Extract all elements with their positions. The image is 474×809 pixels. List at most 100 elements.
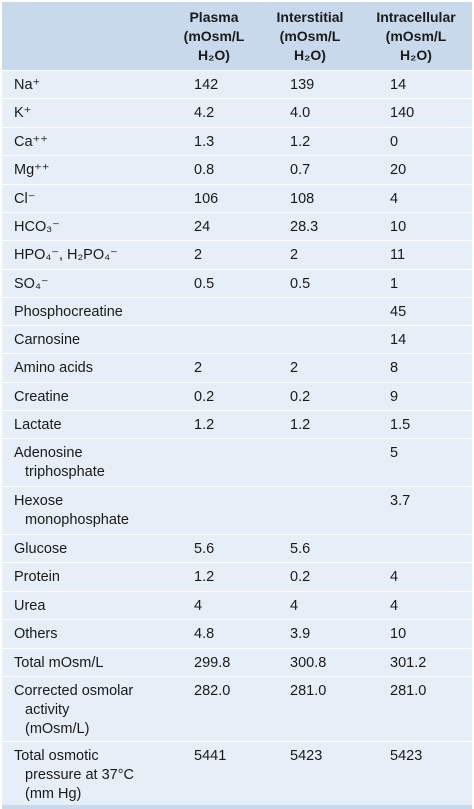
- row-label: Lactate: [14, 417, 62, 433]
- cell-intracellular: 45: [390, 304, 407, 320]
- cell-plasma: 5.6: [194, 541, 215, 557]
- row-label: Ca⁺⁺: [14, 134, 48, 150]
- header-interstitial: Interstitial (mOsm/L H₂O): [276, 9, 344, 63]
- table-row: Total osmotic pressure at 37°C (mm Hg) 5441…: [2, 741, 472, 809]
- cell-intracellular: 11: [390, 247, 406, 263]
- cell-intracellular: 1.5: [390, 417, 411, 433]
- cell-plasma: 106: [194, 191, 219, 207]
- row-label: SO₄⁻: [14, 276, 49, 292]
- table-row: Creatine 0.2 0.2 9: [2, 382, 472, 410]
- cell-interstitial: 300.8: [290, 655, 327, 671]
- cell-interstitial: 2: [290, 360, 299, 376]
- cell-plasma: 1.2: [194, 569, 215, 585]
- cell-intracellular: 140: [390, 105, 415, 121]
- row-label: Glucose: [14, 541, 68, 557]
- cell-plasma: 0.8: [194, 162, 215, 178]
- table-header: Plasma (mOsm/L H₂O) Interstitial (mOsm/L…: [2, 2, 472, 70]
- cell-intracellular: 20: [390, 162, 407, 178]
- cell-intracellular: 5: [390, 445, 399, 461]
- table-row: Mg⁺⁺ 0.8 0.7 20: [2, 155, 472, 184]
- table-row: HCO₃⁻ 24 28.3 10: [2, 212, 472, 240]
- row-label: Total osmotic pressure at 37°C (mm Hg): [14, 748, 134, 802]
- cell-plasma: 142: [194, 77, 219, 93]
- table-row: Adenosine triphosphate 5: [2, 438, 472, 486]
- row-label: Creatine: [14, 389, 69, 405]
- cell-interstitial: 108: [290, 191, 315, 207]
- table-row: SO₄⁻ 0.5 0.5 1: [2, 269, 472, 297]
- table-row: Phosphocreatine 45: [2, 297, 472, 325]
- table-body: Na⁺ 142 139 14 K⁺ 4.2 4.0 140 Ca⁺⁺ 1.3 1.2 0 Mg⁺⁺ 0.8…: [2, 70, 472, 809]
- cell-interstitial: 0.7: [290, 162, 311, 178]
- table-row: Ca⁺⁺ 1.3 1.2 0: [2, 127, 472, 155]
- row-label: Na⁺: [14, 77, 41, 93]
- cell-interstitial: 0.2: [290, 569, 311, 585]
- table-row: Na⁺ 142 139 14: [2, 70, 472, 98]
- cell-plasma: 2: [194, 360, 203, 376]
- table-row: Protein 1.2 0.2 4: [2, 562, 472, 591]
- table-row: Lactate 1.2 1.2 1.5: [2, 410, 472, 438]
- cell-intracellular: 5423: [390, 748, 423, 764]
- header-plasma: Plasma (mOsm/L H₂O): [183, 9, 245, 63]
- table-row: Glucose 5.6 5.6: [2, 534, 472, 562]
- cell-interstitial: 3.9: [290, 626, 311, 642]
- cell-intracellular: 9: [390, 389, 399, 405]
- cell-intracellular: 4: [390, 569, 399, 585]
- row-label: Others: [14, 626, 58, 642]
- table-row: HPO₄⁻, H₂PO₄⁻ 2 2 11: [2, 240, 472, 269]
- row-label: K⁺: [14, 105, 32, 121]
- cell-interstitial: 0.5: [290, 276, 311, 292]
- cell-plasma: 4: [194, 598, 203, 614]
- cell-interstitial: 1.2: [290, 134, 311, 150]
- table-bottom-rule: [2, 805, 472, 809]
- cell-plasma: 299.8: [194, 655, 231, 671]
- cell-interstitial: 1.2: [290, 417, 311, 433]
- table-row: K⁺ 4.2 4.0 140: [2, 98, 472, 127]
- cell-plasma: 2: [194, 247, 203, 263]
- cell-interstitial: 0.2: [290, 389, 311, 405]
- cell-intracellular: 0: [390, 134, 399, 150]
- row-label: Amino acids: [14, 360, 93, 376]
- row-label: Urea: [14, 598, 46, 614]
- table-row: Urea 4 4 4: [2, 591, 472, 619]
- cell-interstitial: 5.6: [290, 541, 311, 557]
- cell-interstitial: 4.0: [290, 105, 311, 121]
- table-row: Total mOsm/L 299.8 300.8 301.2: [2, 648, 472, 676]
- row-label: Hexose monophosphate: [14, 493, 129, 528]
- cell-intracellular: 281.0: [390, 683, 427, 699]
- cell-intracellular: 14: [390, 77, 407, 93]
- cell-intracellular: 8: [390, 360, 399, 376]
- row-label: Corrected osmolar activity (mOsm/L): [14, 683, 134, 737]
- table-row: Corrected osmolar activity (mOsm/L) 282.0 28…: [2, 676, 472, 741]
- table-row: Cl⁻ 106 108 4: [2, 184, 472, 212]
- cell-interstitial: 139: [290, 77, 315, 93]
- cell-plasma: 0.5: [194, 276, 215, 292]
- row-label: HPO₄⁻, H₂PO₄⁻: [14, 247, 118, 263]
- cell-plasma: 4.8: [194, 626, 215, 642]
- cell-interstitial: 28.3: [290, 219, 319, 235]
- cell-plasma: 1.3: [194, 134, 215, 150]
- cell-intracellular: 10: [390, 626, 407, 642]
- row-label: Mg⁺⁺: [14, 162, 50, 178]
- table-row: Hexose monophosphate 3.7: [2, 486, 472, 534]
- cell-intracellular: 301.2: [390, 655, 427, 671]
- row-label: HCO₃⁻: [14, 219, 60, 235]
- table-row: Amino acids 2 2 8: [2, 353, 472, 382]
- row-label: Adenosine triphosphate: [14, 445, 105, 480]
- cell-intracellular: 3.7: [390, 493, 411, 509]
- row-label: Protein: [14, 569, 60, 585]
- cell-interstitial: 4: [290, 598, 299, 614]
- cell-interstitial: 5423: [290, 748, 323, 764]
- table-row: Carnosine 14: [2, 325, 472, 353]
- row-label: Phosphocreatine: [14, 304, 123, 320]
- cell-intracellular: 1: [390, 276, 399, 292]
- table-row: Others 4.8 3.9 10: [2, 619, 472, 648]
- cell-intracellular: 4: [390, 191, 399, 207]
- header-intracellular: Intracellular (mOsm/L H₂O): [376, 9, 456, 63]
- cell-intracellular: 10: [390, 219, 407, 235]
- cell-plasma: 4.2: [194, 105, 215, 121]
- cell-intracellular: 4: [390, 598, 399, 614]
- cell-plasma: 0.2: [194, 389, 215, 405]
- cell-interstitial: 281.0: [290, 683, 327, 699]
- row-label: Carnosine: [14, 332, 81, 348]
- row-label: Total mOsm/L: [14, 655, 104, 671]
